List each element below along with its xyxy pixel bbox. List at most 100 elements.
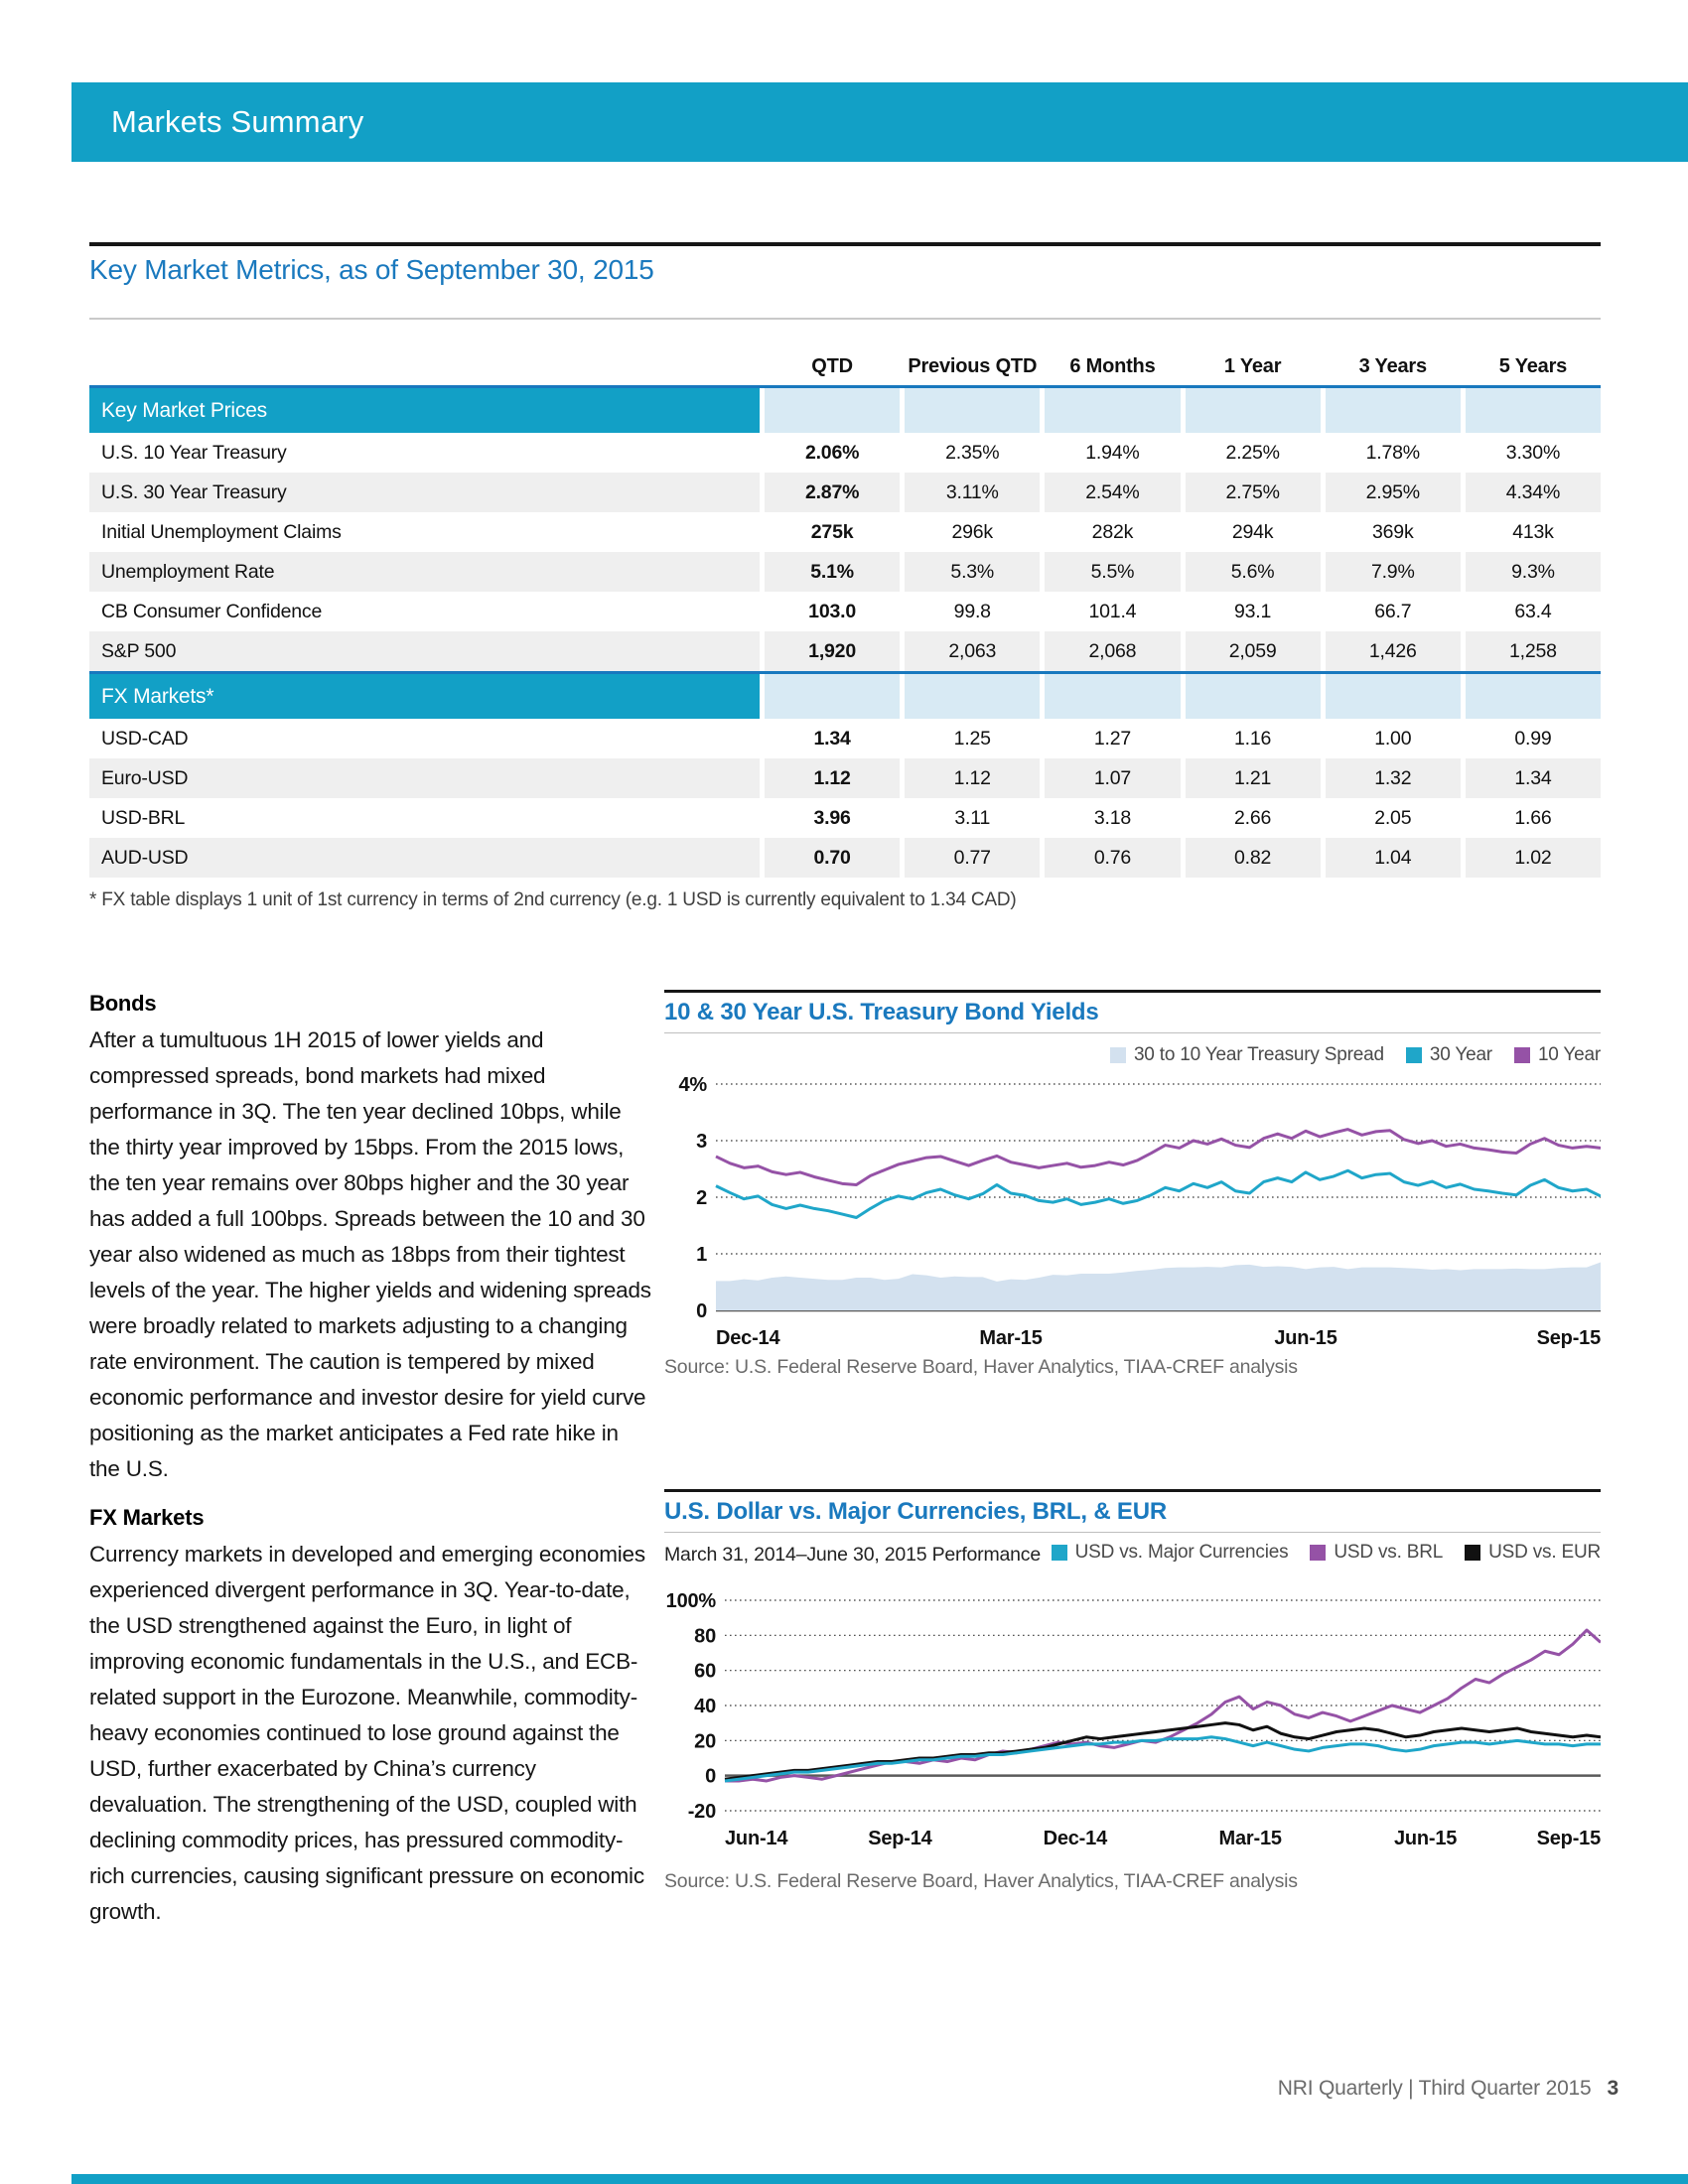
row-value: 2.54% [1045,473,1181,512]
row-value: 3.96 [813,807,851,829]
page-number: 3 [1607,2077,1619,2100]
row-value: 0.76 [1045,838,1181,878]
divider [664,1532,1601,1533]
y-tick-label: 40 [694,1696,716,1717]
table-row: U.S. 10 Year Treasury 2.06% 2.35% 1.94% 2.25… [89,433,1601,473]
table-row: Initial Unemployment Claims 275k 296k 282k 2… [89,512,1601,552]
bonds-heading: Bonds [89,991,157,1016]
page-header-band: Markets Summary [71,82,1688,162]
legend-label: 30 Year [1429,1044,1492,1065]
row-value: 2,068 [1045,631,1181,671]
row-value: 296k [951,521,994,543]
table-row: S&P 500 1,920 2,063 2,068 2,059 1,426 1,258 [89,631,1602,671]
line-series [724,1735,1601,1783]
y-tick-label: 2 [696,1187,707,1209]
row-label: U.S. 30 Year Treasury [89,473,760,512]
section-header-cell [1465,388,1602,433]
section-header-cell [765,388,901,433]
x-tick-label: Sep-15 [1537,1828,1601,1849]
table-row: AUD-USD 0.70 0.77 0.76 0.82 1.04 1.02 [89,838,1602,878]
bonds-body: After a tumultuous 1H 2015 of lower yiel… [89,1027,651,1481]
row-value: 294k [1231,521,1274,543]
legend-item: USD vs. EUR [1465,1542,1601,1564]
legend-label: 10 Year [1537,1044,1601,1065]
table-row: USD-BRL 3.96 3.11 3.18 2.66 2.05 1.66 [89,798,1601,838]
row-label: Unemployment Rate [89,552,760,592]
table-row: CB Consumer Confidence 103.0 99.8 101.4 93.1… [89,592,1601,631]
y-tick-label: 3 [696,1131,707,1153]
row-value: 1.25 [953,728,991,750]
x-tick-label: Dec-14 [1044,1828,1108,1849]
legend-item: 30 Year [1405,1044,1492,1066]
treasury-chart-title: 10 & 30 Year U.S. Treasury Bond Yields [664,999,1099,1025]
table-column-headers: QTD Previous QTD 6 Months 1 Year 3 Years 5 Ye… [89,347,1601,385]
x-tick-label: Jun-14 [725,1828,788,1849]
y-tick-label: 1 [696,1244,707,1266]
row-value: 1,426 [1325,631,1461,671]
column-header: 6 Months [1069,355,1156,377]
row-value: 275k [810,521,854,543]
section-header-cell [1185,674,1321,719]
y-tick-label: -20 [688,1801,716,1823]
row-value: 5.5% [1045,552,1181,592]
table-section-header: FX Markets* [89,671,1602,719]
line-series [715,1128,1601,1186]
x-tick-label: Sep-14 [868,1828,932,1849]
row-value: 101.4 [1088,601,1137,622]
row-value: 1,920 [765,631,901,671]
table-row: Unemployment Rate 5.1% 5.3% 5.5% 5.6% 7.9% 9.3… [89,552,1602,592]
fx-chart-subtitle: March 31, 2014–June 30, 2015 Performance [664,1544,1042,1566]
row-value: 2,063 [905,631,1041,671]
section-header-cell [1325,674,1461,719]
row-value: 9.3% [1465,552,1602,592]
table-row: U.S. 30 Year Treasury 2.87% 3.11% 2.54% 2.75… [89,473,1602,512]
row-value: 3.11 [954,807,991,829]
row-value: 1.07 [1045,758,1181,798]
row-value: 103.0 [808,601,856,622]
line-series [724,1721,1601,1781]
row-value: 5.3% [905,552,1041,592]
legend-swatch-icon [1051,1545,1067,1561]
row-value: 0.77 [905,838,1041,878]
legend-label: USD vs. BRL [1334,1542,1444,1563]
table-corner-cell [89,347,760,385]
section-header-cell [765,674,901,719]
legend-item: USD vs. Major Currencies [1051,1542,1289,1564]
row-label: CB Consumer Confidence [101,601,323,622]
row-value: 2.05 [1374,807,1412,829]
row-value: 1.78% [1365,442,1420,464]
footer-accent-bar [71,2174,1688,2184]
section-header-cell [1325,388,1461,433]
row-value: 93.1 [1234,601,1272,622]
row-value: 1.12 [765,758,901,798]
row-label: S&P 500 [89,631,760,671]
row-value: 5.1% [765,552,901,592]
row-value: 369k [1372,521,1414,543]
row-value: 1.66 [1514,807,1552,829]
row-value: 1.12 [905,758,1041,798]
row-value: 2.87% [765,473,901,512]
x-tick-label: Jun-15 [1394,1828,1457,1849]
row-value: 1.16 [1234,728,1272,750]
page-title: Markets Summary [111,104,364,139]
x-tick-label: Sep-15 [1537,1327,1601,1349]
row-value: 2.66 [1234,807,1272,829]
row-value: 1.00 [1374,728,1412,750]
x-tick-label: Mar-15 [1219,1828,1282,1849]
metrics-table: QTD Previous QTD 6 Months 1 Year 3 Years 5 Ye… [89,347,1602,878]
footer-text: NRI Quarterly | Third Quarter 2015 [1277,2077,1592,2100]
row-value: 2.95% [1325,473,1461,512]
chart-divider [664,990,1601,993]
section-divider [89,242,1601,246]
row-value: 1.02 [1465,838,1602,878]
row-value: 1.21 [1185,758,1321,798]
spread-area-series [716,1262,1601,1310]
legend-item: 30 to 10 Year Treasury Spread [1109,1044,1384,1066]
table-row: USD-CAD 1.34 1.25 1.27 1.16 1.00 0.99 [89,719,1601,758]
column-header: 1 Year [1223,355,1282,377]
section-header-cell [905,388,1041,433]
row-value: 0.99 [1514,728,1552,750]
row-value: 1.32 [1325,758,1461,798]
fx-chart-canvas: 100% 80 60 40 20 0 -20 Jun-14 Sep-14 Dec-14 Mar-15… [666,1590,1601,1849]
legend-label: USD vs. Major Currencies [1074,1542,1289,1563]
